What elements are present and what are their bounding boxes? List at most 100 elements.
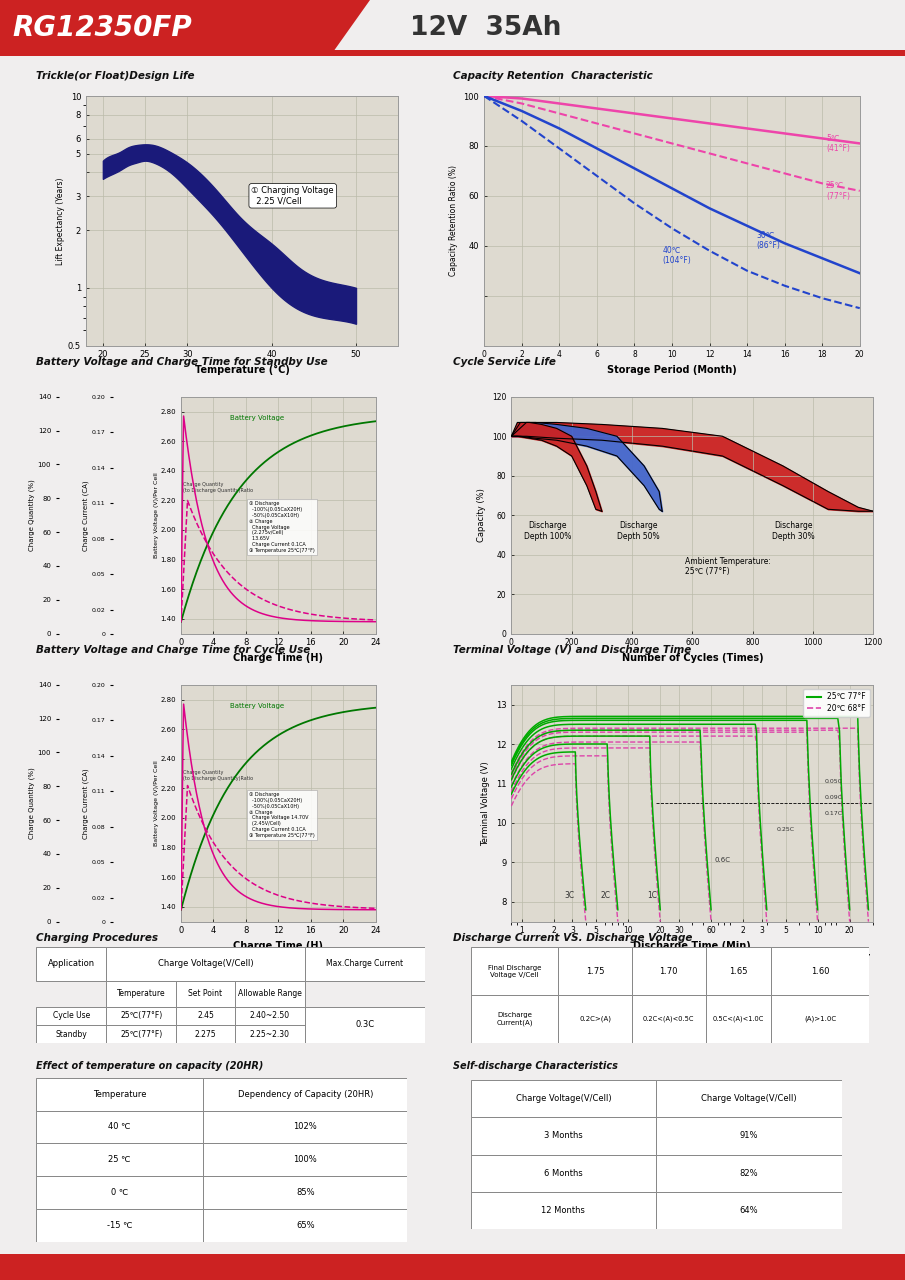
Polygon shape bbox=[0, 0, 370, 56]
X-axis label: Temperature (°C): Temperature (°C) bbox=[195, 365, 290, 375]
Bar bbox=[36, 1143, 203, 1176]
Bar bbox=[706, 996, 771, 1043]
Text: 1C: 1C bbox=[647, 891, 657, 900]
Bar bbox=[471, 947, 558, 996]
Bar bbox=[558, 996, 632, 1043]
Text: Max.Charge Current: Max.Charge Current bbox=[327, 960, 404, 969]
Text: 0.3C: 0.3C bbox=[356, 1020, 375, 1029]
Text: 6 Months: 6 Months bbox=[544, 1169, 583, 1178]
Bar bbox=[234, 1006, 305, 1025]
Y-axis label: Battery Voltage (V)/Per Cell: Battery Voltage (V)/Per Cell bbox=[154, 760, 159, 846]
Text: 12V  35Ah: 12V 35Ah bbox=[410, 15, 561, 41]
Text: 25℃(77°F): 25℃(77°F) bbox=[120, 1029, 162, 1038]
Bar bbox=[203, 1208, 407, 1242]
Text: Battery Voltage and Charge Time for Standby Use: Battery Voltage and Charge Time for Stan… bbox=[36, 357, 328, 367]
Text: Battery Voltage: Battery Voltage bbox=[230, 416, 284, 421]
Text: Cycle Use: Cycle Use bbox=[52, 1011, 90, 1020]
Text: 30℃
(86°F): 30℃ (86°F) bbox=[757, 232, 780, 251]
Bar bbox=[471, 1080, 656, 1117]
Text: 40 ℃: 40 ℃ bbox=[109, 1123, 131, 1132]
Bar bbox=[471, 996, 558, 1043]
Text: Min: Min bbox=[580, 961, 595, 970]
Text: Discharge Current VS. Discharge Voltage: Discharge Current VS. Discharge Voltage bbox=[452, 933, 692, 943]
Bar bbox=[36, 1078, 203, 1111]
Y-axis label: Lift Expectancy (Years): Lift Expectancy (Years) bbox=[56, 177, 65, 265]
Text: Final Discharge
Voltage V/Cell: Final Discharge Voltage V/Cell bbox=[488, 965, 541, 978]
Bar bbox=[0, 50, 905, 56]
Bar bbox=[656, 1192, 842, 1229]
Bar bbox=[305, 947, 425, 980]
Text: 1.60: 1.60 bbox=[811, 966, 829, 975]
Bar bbox=[632, 996, 706, 1043]
Text: Discharge
Current(A): Discharge Current(A) bbox=[496, 1012, 533, 1027]
Y-axis label: Battery Voltage (V)/Per Cell: Battery Voltage (V)/Per Cell bbox=[154, 472, 159, 558]
Text: Capacity Retention  Characteristic: Capacity Retention Characteristic bbox=[452, 72, 653, 82]
Bar bbox=[106, 1025, 176, 1043]
Bar bbox=[176, 1006, 234, 1025]
Bar bbox=[203, 1176, 407, 1208]
Text: RG12350FP: RG12350FP bbox=[12, 14, 192, 42]
Text: Discharge
Depth 50%: Discharge Depth 50% bbox=[616, 521, 660, 541]
Bar bbox=[203, 1111, 407, 1143]
Text: Battery Voltage: Battery Voltage bbox=[230, 704, 284, 709]
Bar bbox=[203, 1078, 407, 1111]
X-axis label: Storage Period (Month): Storage Period (Month) bbox=[607, 365, 737, 375]
Bar bbox=[656, 1080, 842, 1117]
Bar bbox=[706, 947, 771, 996]
X-axis label: Charge Time (H): Charge Time (H) bbox=[233, 653, 323, 663]
Text: Effect of temperature on capacity (20HR): Effect of temperature on capacity (20HR) bbox=[36, 1061, 263, 1071]
Text: 0.6C: 0.6C bbox=[715, 858, 731, 864]
Bar bbox=[771, 996, 869, 1043]
Text: Hr: Hr bbox=[778, 961, 787, 970]
Text: 1.70: 1.70 bbox=[660, 966, 678, 975]
Bar bbox=[36, 1111, 203, 1143]
Text: 0.25C: 0.25C bbox=[777, 827, 795, 832]
Bar bbox=[106, 947, 305, 980]
Bar bbox=[656, 1117, 842, 1155]
Bar bbox=[176, 1025, 234, 1043]
Legend: 25℃ 77°F, 20℃ 68°F: 25℃ 77°F, 20℃ 68°F bbox=[804, 689, 870, 717]
Text: Set Point: Set Point bbox=[188, 989, 223, 998]
Text: Charge Voltage(V/Cell): Charge Voltage(V/Cell) bbox=[701, 1094, 796, 1103]
X-axis label: Charge Time (H): Charge Time (H) bbox=[233, 941, 323, 951]
Text: Self-discharge Characteristics: Self-discharge Characteristics bbox=[452, 1061, 617, 1071]
Text: 40℃
(104°F): 40℃ (104°F) bbox=[662, 246, 691, 265]
Bar bbox=[36, 1025, 106, 1043]
Text: Charge Voltage(V/Cell): Charge Voltage(V/Cell) bbox=[516, 1094, 611, 1103]
Text: 2C: 2C bbox=[601, 891, 611, 900]
Text: 3C: 3C bbox=[564, 891, 574, 900]
Text: ① Discharge
  -100%(0.05CaX20H)
  -50%(0.05CaX10H)
② Charge
  Charge Voltage 14.: ① Discharge -100%(0.05CaX20H) -50%(0.05C… bbox=[249, 792, 315, 838]
Bar bbox=[471, 1155, 656, 1192]
Text: (A)>1.0C: (A)>1.0C bbox=[804, 1016, 836, 1023]
Text: Temperature: Temperature bbox=[93, 1089, 147, 1098]
X-axis label: Number of Cycles (Times): Number of Cycles (Times) bbox=[622, 653, 763, 663]
Text: 1.65: 1.65 bbox=[729, 966, 748, 975]
Text: 3 Months: 3 Months bbox=[544, 1132, 583, 1140]
Text: 65%: 65% bbox=[296, 1221, 315, 1230]
Text: 100%: 100% bbox=[293, 1155, 317, 1165]
Text: Battery Voltage and Charge Time for Cycle Use: Battery Voltage and Charge Time for Cycl… bbox=[36, 645, 310, 655]
Bar bbox=[36, 947, 106, 980]
Y-axis label: Charge Current (CA): Charge Current (CA) bbox=[82, 480, 89, 550]
Bar bbox=[558, 947, 632, 996]
Text: -15 ℃: -15 ℃ bbox=[107, 1221, 132, 1230]
Text: Ambient Temperature:
25℃ (77°F): Ambient Temperature: 25℃ (77°F) bbox=[685, 557, 771, 576]
Bar bbox=[234, 980, 305, 1006]
Text: Charge Quantity
(to Discharge Quantity)Ratio: Charge Quantity (to Discharge Quantity)R… bbox=[183, 769, 253, 781]
X-axis label: Discharge Time (Min): Discharge Time (Min) bbox=[634, 941, 751, 951]
Bar bbox=[36, 1208, 203, 1242]
Text: Trickle(or Float)Design Life: Trickle(or Float)Design Life bbox=[36, 72, 195, 82]
Y-axis label: Charge Quantity (%): Charge Quantity (%) bbox=[28, 479, 35, 552]
Text: 0.17C: 0.17C bbox=[824, 812, 843, 817]
Text: 2.40~2.50: 2.40~2.50 bbox=[250, 1011, 290, 1020]
Bar bbox=[36, 1176, 203, 1208]
Y-axis label: Charge Current (CA): Charge Current (CA) bbox=[82, 768, 89, 838]
Text: Standby: Standby bbox=[55, 1029, 87, 1038]
Text: Dependency of Capacity (20HR): Dependency of Capacity (20HR) bbox=[237, 1089, 373, 1098]
Text: 25℃
(77°F): 25℃ (77°F) bbox=[826, 182, 850, 201]
Text: Charge Quantity
(to Discharge Quantity)Ratio: Charge Quantity (to Discharge Quantity)R… bbox=[183, 481, 253, 493]
Text: 25℃(77°F): 25℃(77°F) bbox=[120, 1011, 162, 1020]
Text: 0.09C: 0.09C bbox=[824, 795, 843, 800]
Text: 91%: 91% bbox=[739, 1132, 758, 1140]
Text: 82%: 82% bbox=[739, 1169, 758, 1178]
